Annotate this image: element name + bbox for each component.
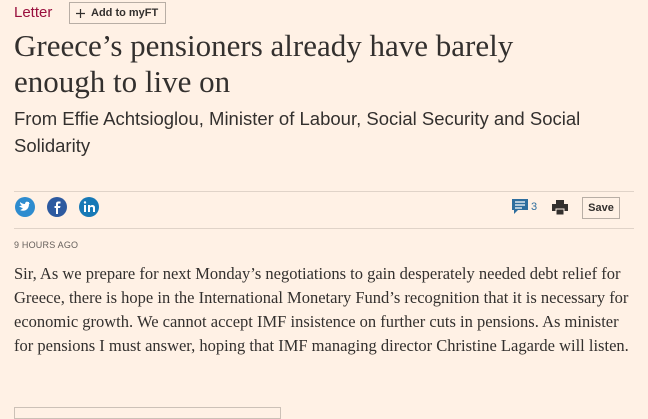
- add-to-myft-button[interactable]: Add to myFT: [69, 2, 167, 24]
- twitter-share[interactable]: [15, 197, 35, 217]
- linkedin-share[interactable]: [79, 197, 99, 217]
- timestamp: 9 HOURS AGO: [14, 240, 79, 250]
- standfirst: From Effie Achtsioglou, Minister of Labo…: [14, 108, 581, 156]
- comment-count: 3: [531, 200, 538, 213]
- plus-icon: [76, 8, 85, 18]
- divider: [14, 228, 634, 229]
- facebook-share[interactable]: [47, 197, 67, 217]
- content-box: [14, 407, 281, 419]
- divider: [14, 191, 634, 192]
- print-button[interactable]: [552, 200, 568, 215]
- share-icons: [15, 197, 99, 217]
- article-body: Sir, As we prepare for next Monday’s neg…: [14, 264, 629, 355]
- save-button[interactable]: Save: [582, 197, 620, 219]
- section-link[interactable]: Letter: [14, 4, 53, 21]
- button-label: Add to myFT: [91, 7, 159, 19]
- headline: Greece’s pensioners already have barely …: [14, 28, 514, 99]
- comment-icon: [512, 199, 528, 214]
- comments-link[interactable]: 3: [512, 199, 537, 214]
